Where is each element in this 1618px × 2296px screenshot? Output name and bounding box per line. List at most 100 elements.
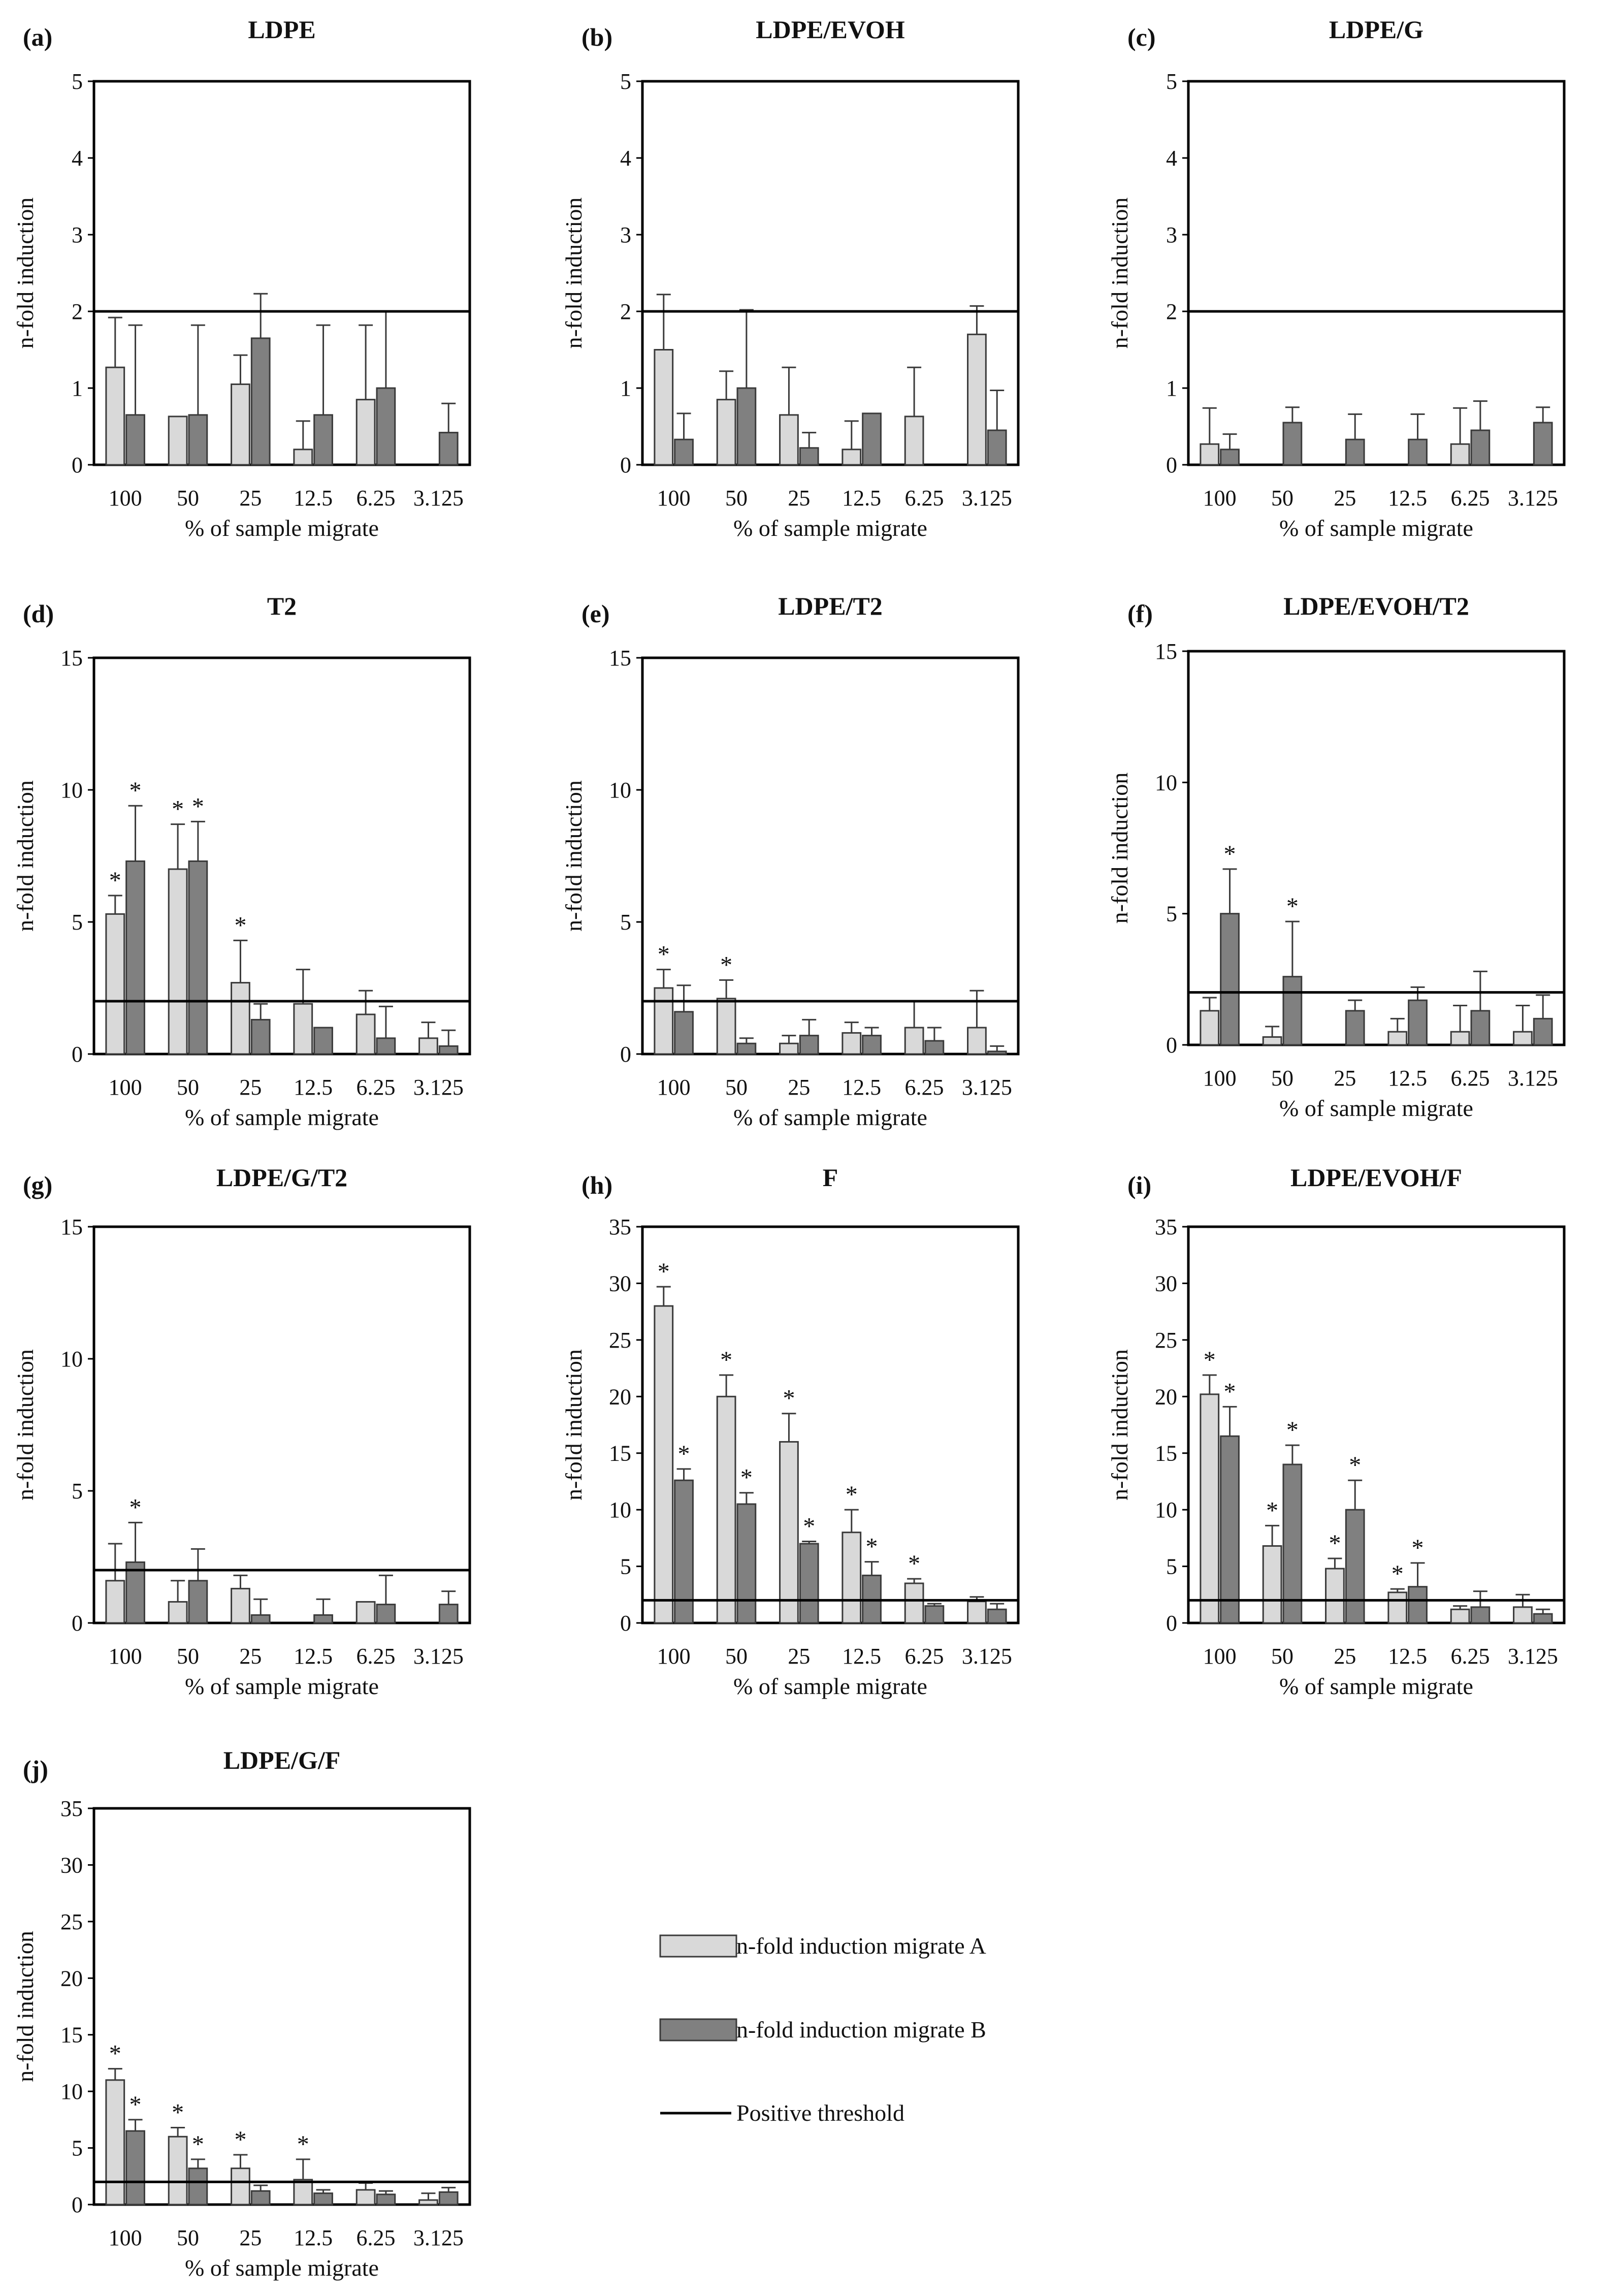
bar-migrate-b	[188, 2167, 208, 2206]
x-tick-label: 6.25	[905, 1644, 944, 1669]
bar-migrate-a	[654, 987, 674, 1055]
bar-migrate-a	[1450, 443, 1470, 466]
bar-migrate-a	[1387, 1031, 1408, 1046]
y-axis-label: n-fold induction	[1107, 198, 1132, 349]
significance-star: *	[192, 2131, 204, 2158]
x-tick-label: 25	[239, 486, 262, 511]
y-tick-label: 0	[1166, 1033, 1177, 1058]
x-tick-label: 6.25	[1451, 1066, 1490, 1091]
x-axis-label: % of sample migrate	[733, 1104, 927, 1130]
panel-title: LDPE	[248, 15, 315, 44]
x-tick-label: 100	[109, 1075, 142, 1100]
plot-frame	[92, 1225, 471, 1624]
bar-migrate-a	[904, 1027, 924, 1055]
y-tick-label: 2	[72, 299, 83, 324]
legend-label-series-a: n-fold induction migrate A	[736, 1933, 986, 1959]
bar-migrate-a	[967, 1027, 987, 1055]
bar-migrate-b	[924, 1605, 945, 1624]
bar-migrate-a	[779, 1042, 799, 1055]
bar-migrate-b	[313, 2192, 333, 2206]
bar-migrate-a	[1513, 1031, 1533, 1046]
chart-panel-2: (c) LDPE/G 0 1 2 3 4 5 n-fold induction 100 50 25 12…	[1107, 15, 1566, 541]
chart-panel-0: (a) LDPE 0 1 2 3 4 5 n-fold induction 100 50 25 12.5…	[12, 15, 471, 541]
legend-swatch-series-b	[659, 2018, 737, 2042]
y-tick-label: 0	[72, 1611, 83, 1636]
panel-letter: (a)	[23, 23, 52, 51]
bar-migrate-b	[250, 337, 271, 466]
y-tick-label: 25	[1155, 1328, 1177, 1353]
x-tick-label: 12.5	[294, 1075, 333, 1100]
x-tick-label: 100	[1203, 486, 1237, 511]
y-axis-label: n-fold induction	[561, 1349, 587, 1501]
significance-star: *	[866, 1534, 878, 1560]
y-tick-label: 4	[1166, 146, 1177, 171]
y-tick-label: 15	[60, 2023, 83, 2048]
y-tick-label: 5	[1166, 1554, 1177, 1579]
y-tick-label: 5	[620, 69, 631, 94]
x-tick-label: 6.25	[357, 2225, 396, 2250]
bar-migrate-b	[376, 1037, 396, 1055]
bar-migrate-b	[1220, 1435, 1240, 1624]
bar-migrate-b	[125, 1561, 145, 1624]
bar-migrate-a	[1325, 1568, 1345, 1624]
significance-star: *	[1224, 841, 1236, 868]
x-tick-label: 50	[725, 1075, 748, 1100]
x-tick-label: 25	[239, 1075, 262, 1100]
bar-migrate-b	[1533, 1017, 1553, 1046]
y-tick-label: 1	[72, 376, 83, 401]
significance-star: *	[130, 1494, 142, 1521]
x-tick-label: 100	[657, 1644, 691, 1669]
x-tick-label: 12.5	[294, 1644, 333, 1669]
x-tick-label: 25	[1334, 1644, 1356, 1669]
x-tick-label: 25	[1334, 486, 1356, 511]
significance-star: *	[130, 777, 142, 804]
significance-star: *	[803, 1513, 815, 1540]
plot-frame	[641, 1225, 1020, 1624]
bar-migrate-a	[1387, 1591, 1408, 1624]
bar-migrate-b	[736, 1503, 757, 1624]
bar-migrate-a	[842, 1032, 862, 1055]
chart-panel-3: (d) T2 0 5 10 15 n-fold induction 100 * * 50 * * 25 * 1…	[12, 592, 471, 1130]
y-axis-label: n-fold induction	[12, 780, 38, 932]
significance-star: *	[1412, 1535, 1424, 1561]
x-tick-label: 6.25	[357, 1644, 396, 1669]
x-tick-label: 12.5	[842, 1075, 881, 1100]
x-tick-label: 6.25	[357, 486, 396, 511]
x-tick-label: 12.5	[842, 486, 881, 511]
y-tick-label: 35	[609, 1215, 631, 1239]
significance-star: *	[1204, 1347, 1216, 1374]
significance-star: *	[908, 1550, 920, 1577]
x-tick-label: 12.5	[842, 1644, 881, 1669]
x-axis-label: % of sample migrate	[185, 515, 379, 541]
significance-star: *	[1266, 1497, 1278, 1524]
bar-migrate-a	[654, 1305, 674, 1624]
x-tick-label: 12.5	[1388, 1066, 1427, 1091]
y-tick-label: 2	[620, 299, 631, 324]
panel-letter: (b)	[581, 23, 612, 51]
y-tick-label: 10	[60, 2079, 83, 2104]
y-tick-label: 15	[60, 646, 83, 671]
y-tick-label: 0	[72, 2192, 83, 2217]
y-tick-label: 25	[609, 1328, 631, 1353]
x-tick-label: 50	[725, 486, 748, 511]
bar-migrate-b	[862, 1035, 882, 1055]
y-tick-label: 5	[72, 910, 83, 935]
bar-migrate-b	[188, 1580, 208, 1624]
bar-migrate-b	[1220, 913, 1240, 1046]
x-tick-label: 12.5	[1388, 486, 1427, 511]
chart-panel-6: (g) LDPE/G/T2 0 5 10 15 n-fold induction 100 * 50…	[12, 1163, 471, 1699]
panel-title: LDPE/T2	[778, 592, 883, 620]
x-tick-label: 50	[1271, 1644, 1293, 1669]
bar-migrate-a	[1513, 1606, 1533, 1624]
bar-migrate-b	[438, 1604, 459, 1624]
bar-migrate-b	[188, 414, 208, 466]
x-tick-label: 25	[788, 1075, 810, 1100]
bar-migrate-b	[188, 860, 208, 1055]
legend: n-fold induction migrate A n-fold induct…	[659, 1933, 986, 2126]
x-axis-label: % of sample migrate	[733, 1673, 927, 1699]
bar-migrate-a	[654, 349, 674, 466]
significance-star: *	[1286, 1417, 1299, 1444]
y-axis-label: n-fold induction	[561, 780, 587, 932]
bar-migrate-b	[1345, 438, 1365, 466]
